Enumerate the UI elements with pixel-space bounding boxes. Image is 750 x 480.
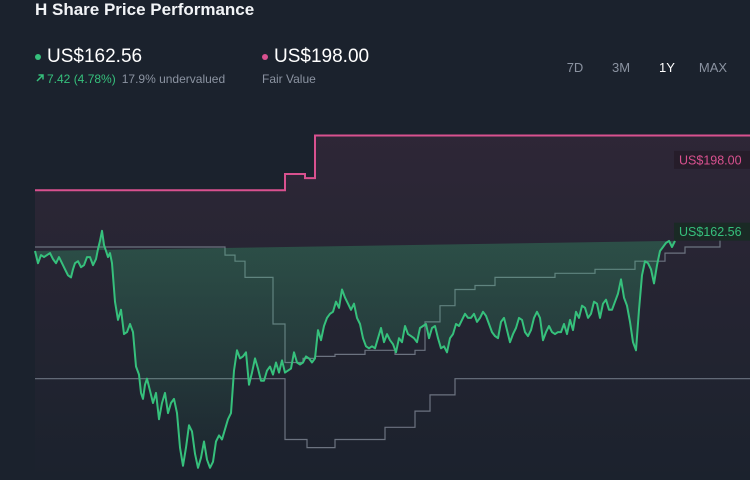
fair-value: US$198.00 xyxy=(262,46,369,68)
arrow-up-right-icon xyxy=(35,72,45,86)
fair-value-end-label-bg xyxy=(674,150,750,169)
price-change-row: 7.42 (4.78%) 17.9% undervalued xyxy=(35,72,225,86)
period-tabs: 7D 3M 1Y MAX xyxy=(552,58,736,77)
valuation-note: 17.9% undervalued xyxy=(121,72,226,86)
price-end-label-bg xyxy=(674,222,750,241)
fair-value-amount: US$198.00 xyxy=(274,46,370,67)
fair-value-line xyxy=(35,134,750,192)
price-end-label: US$162.56 xyxy=(679,225,742,239)
price-change-value: 7.42 (4.78%) xyxy=(47,72,116,86)
band-lower-line xyxy=(35,378,750,449)
price-change: 7.42 (4.78%) xyxy=(35,72,116,86)
fair-value-label: Fair Value xyxy=(262,72,316,86)
tab-max[interactable]: MAX xyxy=(698,60,728,75)
tab-1y[interactable]: 1Y xyxy=(659,60,675,75)
price-line xyxy=(34,229,676,469)
fair-value-dot-icon xyxy=(262,54,268,60)
price-area xyxy=(35,230,675,468)
current-price-block: US$162.56 7.42 (4.78%) 17.9% undervalued xyxy=(35,46,225,86)
price-dot-icon xyxy=(35,54,41,60)
page-title: H Share Price Performance xyxy=(35,0,255,19)
fair-value-block: US$198.00 Fair Value xyxy=(262,46,369,86)
current-price-value: US$162.56 xyxy=(47,46,143,67)
tab-3m[interactable]: 3M xyxy=(611,60,631,75)
tab-7d[interactable]: 7D xyxy=(566,60,584,75)
current-price: US$162.56 xyxy=(35,46,225,68)
fair-value-end-label: US$198.00 xyxy=(679,153,742,167)
